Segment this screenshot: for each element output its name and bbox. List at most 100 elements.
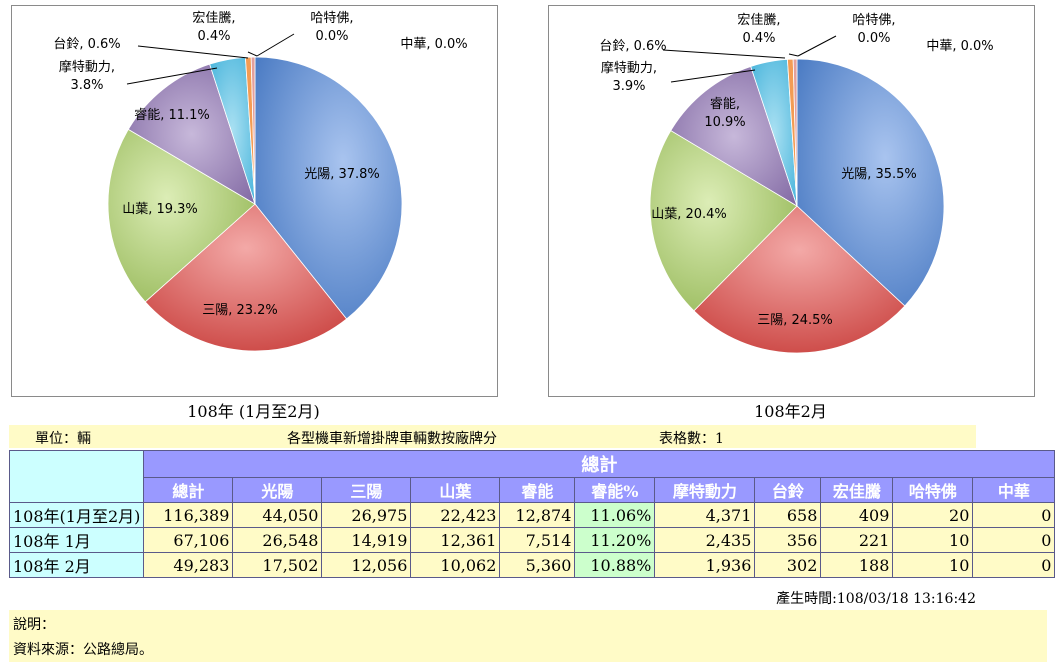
generated-time: 產生時間:108/03/18 13:16:42: [776, 591, 976, 607]
column-header: 宏佳騰: [820, 477, 894, 503]
chart-2-title: 108年2月: [754, 402, 827, 421]
pie-slice-光陽: [254, 56, 403, 320]
table-cell: 116,389: [143, 502, 234, 528]
table-cell: 5,360: [499, 552, 576, 578]
row-label: 108年 2月: [8, 552, 145, 578]
slice-label: 台鈴, 0.6%: [53, 37, 120, 52]
table-cell: 10: [892, 552, 974, 578]
slice-label: 宏佳騰, 0.4%: [192, 10, 235, 44]
slice-label: 睿能, 11.1%: [134, 108, 210, 123]
table-cell: 2,435: [654, 527, 756, 553]
slice-label: 三陽, 23.2%: [202, 303, 278, 318]
table-cell: 14,919: [321, 527, 412, 553]
table-cell: 49,283: [143, 552, 234, 578]
slice-label: 台鈴, 0.6%: [599, 39, 666, 54]
row-label: 108年 1月: [8, 527, 145, 553]
column-header: 山葉: [410, 477, 501, 503]
pie-slice-三陽: [693, 205, 906, 354]
slice-label: 宏佳騰, 0.4%: [737, 12, 780, 46]
table-cell: 10.88%: [574, 552, 656, 578]
table-cell: 356: [754, 527, 822, 553]
pie-chart-1: 光陽, 37.8% 三陽, 23.2% 山葉, 19.3% 睿能, 11.1% 摩特動力…: [11, 5, 498, 397]
column-header: 台鈴: [754, 477, 822, 503]
group-header: 總計: [143, 450, 1056, 478]
table-cell: 26,975: [321, 502, 412, 528]
column-header-row: 總計 光陽 三陽 山葉 睿能 睿能% 摩特動力 台鈴 宏佳騰 哈特佛 中華: [10, 477, 1056, 503]
slice-label: 光陽, 37.8%: [304, 167, 380, 182]
row-label: 108年(1月至2月): [8, 502, 145, 528]
column-header: 睿能: [499, 477, 576, 503]
table-row: 108年 1月 67,106 26,548 14,919 12,361 7,514 11.2…: [8, 527, 1056, 553]
table-cell: 11.20%: [574, 527, 656, 553]
table-cell: 67,106: [143, 527, 234, 553]
leader-line: [662, 49, 786, 59]
slice-label: 摩特動力, 3.8%: [59, 59, 115, 93]
table-cell: 302: [754, 552, 822, 578]
table-cell: 0: [972, 527, 1056, 553]
table-cell: 20: [892, 502, 974, 528]
table-body: 108年(1月至2月) 116,389 44,050 26,975 22,423 12,8…: [8, 502, 1056, 578]
leader-line: [137, 45, 249, 59]
column-header: 三陽: [321, 477, 412, 503]
chart-1-title: 108年 (1月至2月): [187, 402, 320, 421]
table-cell: 22,423: [410, 502, 501, 528]
slice-label: 睿能, 10.9%: [704, 97, 745, 130]
leader-line: [797, 35, 837, 57]
slice-label: 山葉, 19.3%: [122, 202, 198, 217]
source-label: 資料來源：公路總局。: [13, 642, 153, 658]
table-cell: 1,936: [654, 552, 756, 578]
slice-label: 中華, 0.0%: [926, 39, 993, 54]
column-header: 哈特佛: [892, 477, 974, 503]
table-cell: 11.06%: [574, 502, 656, 528]
pie-chart-1-svg: 光陽, 37.8% 三陽, 23.2% 山葉, 19.3% 睿能, 11.1% 摩特動力…: [53, 10, 468, 352]
explain-label: 說明：: [13, 617, 55, 633]
slice-label: 光陽, 35.5%: [841, 167, 917, 182]
table-cell: 4,371: [654, 502, 756, 528]
table-cell: 221: [820, 527, 894, 553]
notes-section: 說明： 資料來源：公路總局。: [9, 610, 1047, 662]
table-cell: 12,874: [499, 502, 576, 528]
table-cell: 10: [892, 527, 974, 553]
column-header: 總計: [143, 477, 234, 503]
leader-line: [256, 33, 295, 57]
slice-label: 哈特佛, 0.0%: [310, 11, 353, 44]
column-header: 光陽: [232, 477, 323, 503]
table-cell: 26,548: [232, 527, 323, 553]
table-cell: 44,050: [232, 502, 323, 528]
unit-label: 單位：輛: [35, 431, 91, 447]
table-header-bar: 單位：輛 各型機車新增掛牌車輛數按廠牌分 表格數：1: [9, 425, 976, 448]
table-row: 108年(1月至2月) 116,389 44,050 26,975 22,423 12,8…: [8, 502, 1056, 528]
pie-slice-山葉: [649, 130, 798, 312]
table-cell: 658: [754, 502, 822, 528]
slice-label: 山葉, 20.4%: [651, 207, 727, 222]
leader-line: [670, 69, 756, 83]
slice-label: 三陽, 24.5%: [757, 313, 833, 328]
table-cell: 0: [972, 552, 1056, 578]
slice-label: 哈特佛, 0.0%: [852, 13, 895, 46]
pie-slice-三陽: [144, 203, 348, 352]
data-table: 總計 總計 光陽 三陽 山葉 睿能 睿能% 摩特動力 台鈴 宏佳騰 哈特佛 中華 108年(1月至2…: [8, 450, 1056, 578]
table-cell: 12,056: [321, 552, 412, 578]
pie-slice-宏佳騰: [250, 56, 256, 205]
table-cell: 409: [820, 502, 894, 528]
table-title: 各型機車新增掛牌車輛數按廠牌分: [287, 431, 497, 447]
table-cell: 12,361: [410, 527, 501, 553]
column-header: 睿能%: [574, 477, 656, 503]
pie-slice-宏佳騰: [792, 58, 798, 207]
pie-chart-2-svg: 光陽, 35.5% 三陽, 24.5% 山葉, 20.4% 睿能, 10.9% 摩特動力,…: [599, 12, 994, 354]
leader-line: [126, 67, 218, 85]
corner-cell: [8, 450, 145, 503]
slice-label: 中華, 0.0%: [400, 37, 467, 52]
column-header: 中華: [972, 477, 1056, 503]
pie-slice-光陽: [796, 58, 945, 307]
table-cell: 10,062: [410, 552, 501, 578]
pie-chart-2: 光陽, 35.5% 三陽, 24.5% 山葉, 20.4% 睿能, 10.9% 摩特動力,…: [548, 5, 1035, 397]
table-cell: 7,514: [499, 527, 576, 553]
table-row: 108年 2月 49,283 17,502 12,056 10,062 5,360 10.8…: [8, 552, 1056, 578]
pie-slice-睿能: [127, 63, 256, 205]
pie-slice-山葉: [107, 128, 256, 303]
table-cell: 0: [972, 502, 1056, 528]
column-header: 摩特動力: [654, 477, 756, 503]
slice-label: 摩特動力, 3.9%: [601, 60, 657, 94]
leader-line: [788, 53, 799, 57]
